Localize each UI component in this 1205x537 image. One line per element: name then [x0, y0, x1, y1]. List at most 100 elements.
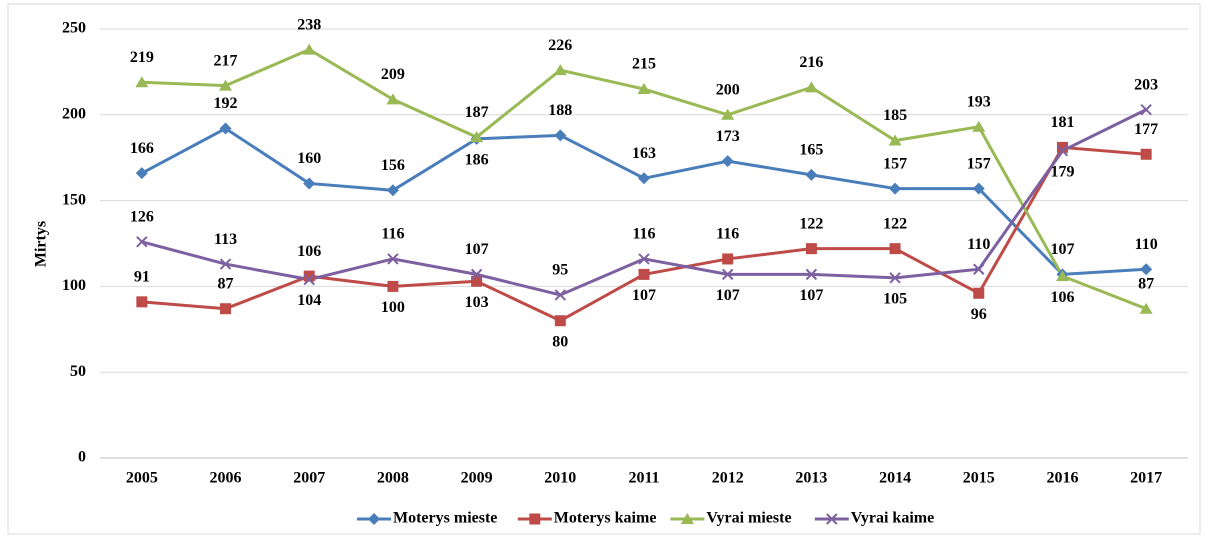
marker [889, 272, 901, 284]
x-tick-label: 2013 [795, 470, 827, 487]
legend-marker [368, 513, 380, 525]
data-label: 107 [1050, 241, 1074, 258]
legend-marker [529, 513, 541, 525]
legend-label: Moterys kaime [554, 510, 657, 527]
y-axis-label: Mirtys [33, 221, 50, 267]
marker [219, 79, 233, 91]
data-label: 219 [130, 49, 154, 66]
marker [386, 93, 400, 105]
legend-label: Vyrai kaime [851, 510, 934, 527]
data-label: 226 [548, 37, 572, 54]
data-label: 193 [967, 93, 991, 110]
marker [553, 64, 567, 76]
data-label: 113 [214, 231, 237, 248]
data-label: 87 [218, 275, 234, 292]
marker [386, 184, 399, 197]
marker [804, 81, 818, 93]
marker [303, 270, 315, 282]
y-tick-label: 100 [62, 277, 86, 294]
marker [1056, 141, 1068, 153]
data-label: 110 [967, 236, 990, 253]
x-tick-label: 2007 [293, 470, 325, 487]
legend-label: Vyrai mieste [706, 510, 791, 527]
data-label: 116 [716, 226, 739, 243]
marker [722, 253, 734, 265]
data-label: 160 [297, 150, 321, 167]
legend-marker [826, 513, 838, 525]
marker [889, 243, 901, 255]
data-label: 116 [632, 226, 655, 243]
data-label: 156 [381, 157, 405, 174]
x-tick-label: 2011 [628, 470, 659, 487]
marker [721, 268, 734, 281]
marker [1139, 302, 1153, 314]
data-label: 216 [799, 54, 823, 71]
y-tick-label: 150 [62, 191, 86, 208]
data-label: 217 [214, 52, 238, 69]
data-label: 179 [1050, 164, 1074, 181]
data-label: 173 [716, 128, 740, 145]
x-tick-label: 2006 [210, 470, 242, 487]
marker [889, 182, 902, 195]
data-label: 87 [1138, 275, 1154, 292]
marker [135, 167, 148, 180]
marker [721, 155, 734, 168]
marker [888, 134, 902, 146]
chart-border [7, 3, 1201, 535]
data-label: 187 [465, 104, 489, 121]
marker [470, 131, 484, 143]
marker [135, 76, 149, 88]
data-label: 209 [381, 66, 405, 83]
legend-label: Moterys mieste [393, 510, 497, 527]
marker [805, 243, 817, 255]
marker [219, 122, 232, 135]
marker [973, 263, 985, 275]
data-label: 203 [1134, 76, 1158, 93]
marker [303, 273, 315, 286]
data-label: 104 [297, 292, 321, 309]
marker [1055, 270, 1069, 282]
x-tick-label: 2009 [461, 470, 493, 487]
x-tick-label: 2008 [377, 470, 409, 487]
marker [805, 168, 818, 181]
data-label: 157 [883, 155, 907, 172]
data-label: 165 [799, 142, 823, 159]
marker [387, 253, 399, 265]
data-label: 91 [134, 269, 150, 286]
x-tick-label: 2010 [544, 470, 576, 487]
marker [638, 172, 650, 185]
marker [973, 287, 985, 299]
data-label: 122 [799, 215, 823, 232]
marker [638, 268, 650, 280]
marker [638, 253, 650, 265]
marker [805, 268, 818, 281]
data-label: 163 [632, 145, 656, 162]
data-label: 96 [971, 306, 987, 323]
data-label: 181 [1050, 114, 1074, 131]
marker [219, 258, 232, 270]
marker [136, 236, 148, 248]
data-label: 185 [883, 107, 907, 124]
data-label: 106 [297, 243, 321, 260]
data-label: 238 [297, 16, 321, 33]
data-label: 116 [381, 226, 404, 243]
data-label: 107 [632, 287, 656, 304]
legend-marker [680, 513, 694, 524]
data-label: 100 [381, 299, 405, 316]
data-label: 166 [130, 140, 154, 157]
data-label: 103 [465, 294, 489, 311]
data-label: 122 [883, 215, 907, 232]
x-tick-label: 2005 [126, 470, 158, 487]
series-line [141, 108, 1147, 297]
data-label: 105 [883, 290, 907, 307]
data-label: 126 [130, 208, 154, 225]
data-label: 157 [967, 155, 991, 172]
data-label: 107 [799, 287, 823, 304]
data-label: 192 [214, 95, 238, 112]
y-tick-label: 50 [70, 363, 86, 380]
y-tick-label: 0 [78, 449, 86, 466]
marker [471, 275, 483, 287]
marker [1056, 145, 1069, 157]
marker [220, 303, 232, 315]
